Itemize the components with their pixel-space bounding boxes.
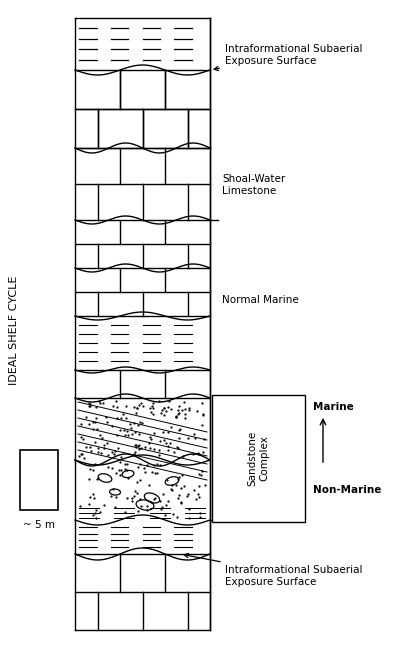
Text: Sandstone
Complex: Sandstone Complex bbox=[248, 431, 269, 486]
Bar bbox=[212, 395, 305, 522]
Text: Shoal-Water
Limestone: Shoal-Water Limestone bbox=[222, 174, 285, 196]
Text: Intraformational Subaerial
Exposure Surface: Intraformational Subaerial Exposure Surf… bbox=[184, 554, 362, 587]
Text: IDEAL SHELF CYCLE: IDEAL SHELF CYCLE bbox=[9, 275, 19, 385]
Text: ~ 5 m: ~ 5 m bbox=[23, 520, 55, 530]
Bar bbox=[20, 450, 58, 510]
Text: Non-Marine: Non-Marine bbox=[313, 485, 381, 495]
Text: Intraformational Subaerial
Exposure Surface: Intraformational Subaerial Exposure Surf… bbox=[214, 44, 362, 71]
Text: Normal Marine: Normal Marine bbox=[222, 295, 299, 305]
Text: Marine: Marine bbox=[313, 402, 354, 412]
